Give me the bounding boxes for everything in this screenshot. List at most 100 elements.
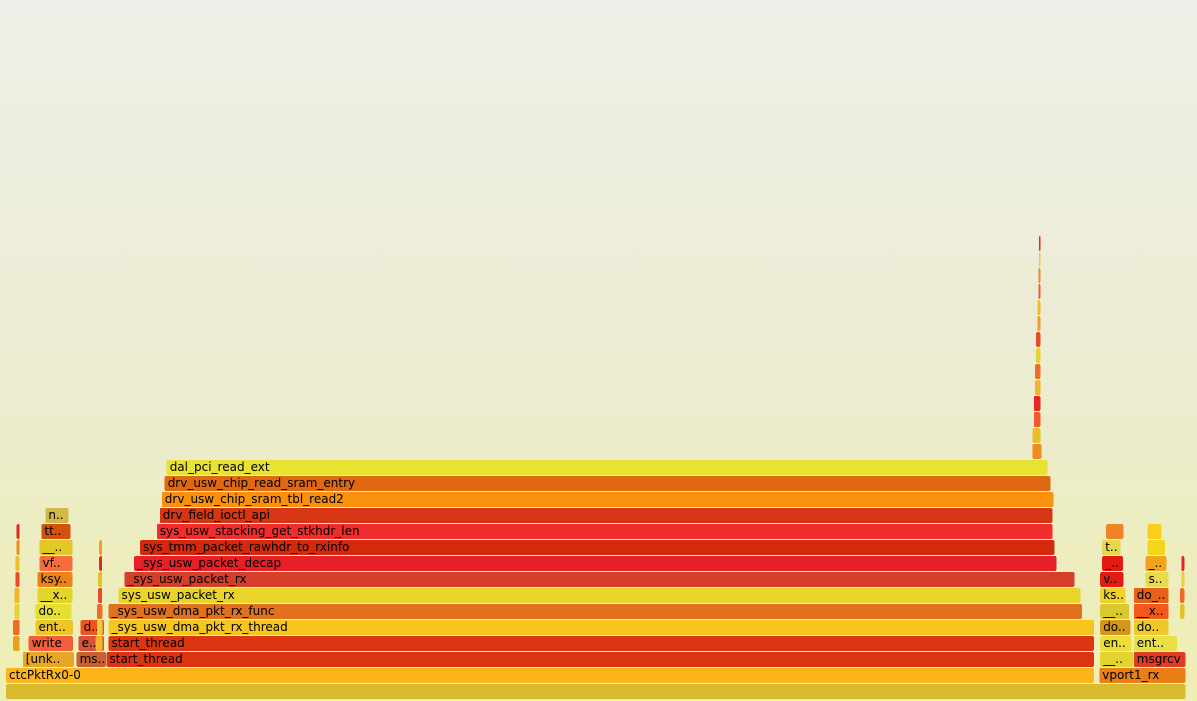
flame-frame-rect[interactable] [1039,252,1041,267]
flame-frame[interactable] [1032,428,1041,443]
flame-frame-rect[interactable] [39,540,73,555]
flame-frame-rect[interactable] [1100,652,1134,667]
flame-frame-rect[interactable] [166,460,1048,475]
flame-frame-rect[interactable] [14,588,20,603]
flame-frame-rect[interactable] [1038,268,1041,283]
flame-frame[interactable] [16,524,20,539]
flame-frame[interactable] [1032,444,1042,459]
flame-frame-rect[interactable] [108,636,1094,651]
flame-frame[interactable]: start_thread [106,652,1094,667]
flame-frame[interactable] [1038,268,1041,283]
flame-frame-rect[interactable] [99,556,103,571]
flame-frame-rect[interactable] [14,604,20,619]
flame-frame-rect[interactable] [16,540,20,555]
flame-frame-rect[interactable] [108,620,1094,635]
flame-frame[interactable] [99,540,103,555]
flame-frame-rect[interactable] [1033,396,1041,411]
flame-frame[interactable] [1039,236,1041,251]
flame-frame-rect[interactable] [1037,316,1041,331]
flame-frame-rect[interactable] [106,652,1094,667]
flame-frame[interactable] [98,572,103,587]
flame-frame-rect[interactable] [1180,604,1185,619]
flame-frame-rect[interactable] [1102,540,1121,555]
flame-frame[interactable]: sys_usw_packet_rx [118,588,1081,603]
flame-frame[interactable] [1147,524,1162,539]
flame-frame[interactable]: vport1_rx [1099,668,1186,683]
flame-frame[interactable]: __.. [39,540,73,555]
flame-frame[interactable] [1037,300,1041,315]
flame-frame[interactable] [96,604,103,619]
flame-frame-rect[interactable] [1032,444,1042,459]
flame-frame-rect[interactable] [1133,652,1186,667]
flame-frame[interactable] [1037,316,1041,331]
flame-frame-rect[interactable] [1100,588,1126,603]
flame-frame-rect[interactable] [35,620,74,635]
flame-frame-rect[interactable] [134,556,1057,571]
flame-frame[interactable]: s.. [1145,572,1169,587]
flame-frame[interactable] [1036,332,1041,347]
flame-frame[interactable]: n.. [45,508,69,523]
flame-frame[interactable]: _sys_usw_dma_pkt_rx_thread [108,620,1094,635]
flame-frame-rect[interactable] [1032,428,1041,443]
flame-frame[interactable]: _.. [1102,556,1123,571]
flame-frame-rect[interactable] [13,620,20,635]
flame-frame-rect[interactable] [15,556,20,571]
flame-frame-rect[interactable] [16,524,20,539]
flame-frame-rect[interactable] [1147,524,1162,539]
flame-frame-rect[interactable] [1133,588,1169,603]
flame-frame[interactable]: t.. [1102,540,1121,555]
flame-frame-rect[interactable] [1036,332,1041,347]
flame-frame[interactable]: ms.. [76,652,107,667]
flame-frame[interactable]: drv_usw_chip_sram_tbl_read2 [161,492,1054,507]
flame-frame[interactable]: __x.. [37,588,73,603]
flame-frame-rect[interactable] [1106,524,1124,539]
flame-frame-rect[interactable] [1133,604,1169,619]
flame-frame[interactable]: do_.. [1133,588,1169,603]
flame-frame-rect[interactable] [6,684,1186,699]
flame-frame[interactable]: sys_usw_stacking_get_stkhdr_len [156,524,1053,539]
flame-frame-rect[interactable] [1100,604,1130,619]
flame-frame-rect[interactable] [39,556,73,571]
flame-frame[interactable] [16,540,20,555]
flame-frame-rect[interactable] [159,508,1053,523]
flame-frame-rect[interactable] [1180,588,1185,603]
flame-frame[interactable]: write [28,636,73,651]
flame-frame-rect[interactable] [95,636,103,651]
flame-frame[interactable]: ctcPktRx0-0 [6,668,1094,683]
flame-frame[interactable]: ks.. [1100,588,1126,603]
flame-frame[interactable] [99,556,103,571]
flame-frame[interactable]: do.. [35,604,72,619]
flame-frame[interactable] [14,604,20,619]
flame-frame[interactable] [1180,588,1185,603]
flame-frame-rect[interactable] [28,636,73,651]
flame-frame-rect[interactable] [6,668,1094,683]
flame-frame-rect[interactable] [96,604,103,619]
flame-frame-rect[interactable] [37,588,73,603]
flame-frame[interactable]: _sys_usw_packet_rx [124,572,1075,587]
flame-frame[interactable]: do.. [1100,620,1131,635]
flame-frame-rect[interactable] [164,476,1051,491]
flame-frame-rect[interactable] [1099,668,1186,683]
flame-frame-rect[interactable] [1145,572,1169,587]
flame-frame[interactable]: en.. [1100,636,1132,651]
flame-frame[interactable]: _sys_usw_packet_decap [134,556,1057,571]
flame-frame-rect[interactable] [124,572,1075,587]
flame-frame[interactable] [1035,380,1041,395]
flame-frame-rect[interactable] [1100,572,1124,587]
flame-frame[interactable]: _.. [1145,556,1167,571]
flame-frame[interactable] [1033,412,1041,427]
flame-frame-rect[interactable] [1037,300,1041,315]
flame-frame[interactable]: __.. [1100,652,1134,667]
flame-frame-rect[interactable] [13,636,20,651]
flame-frame[interactable] [1147,540,1165,555]
flame-frame[interactable] [98,588,103,603]
flame-frame[interactable]: vf.. [39,556,73,571]
flame-frame-rect[interactable] [1035,380,1041,395]
flame-frame-rect[interactable] [1033,412,1041,427]
flame-frame[interactable] [14,588,20,603]
flame-frame-rect[interactable] [37,572,73,587]
flame-frame-rect[interactable] [15,572,20,587]
flame-frame-rect[interactable] [161,492,1054,507]
flame-frame-rect[interactable] [99,540,103,555]
flame-frame[interactable]: _sys_usw_dma_pkt_rx_func [108,604,1083,619]
